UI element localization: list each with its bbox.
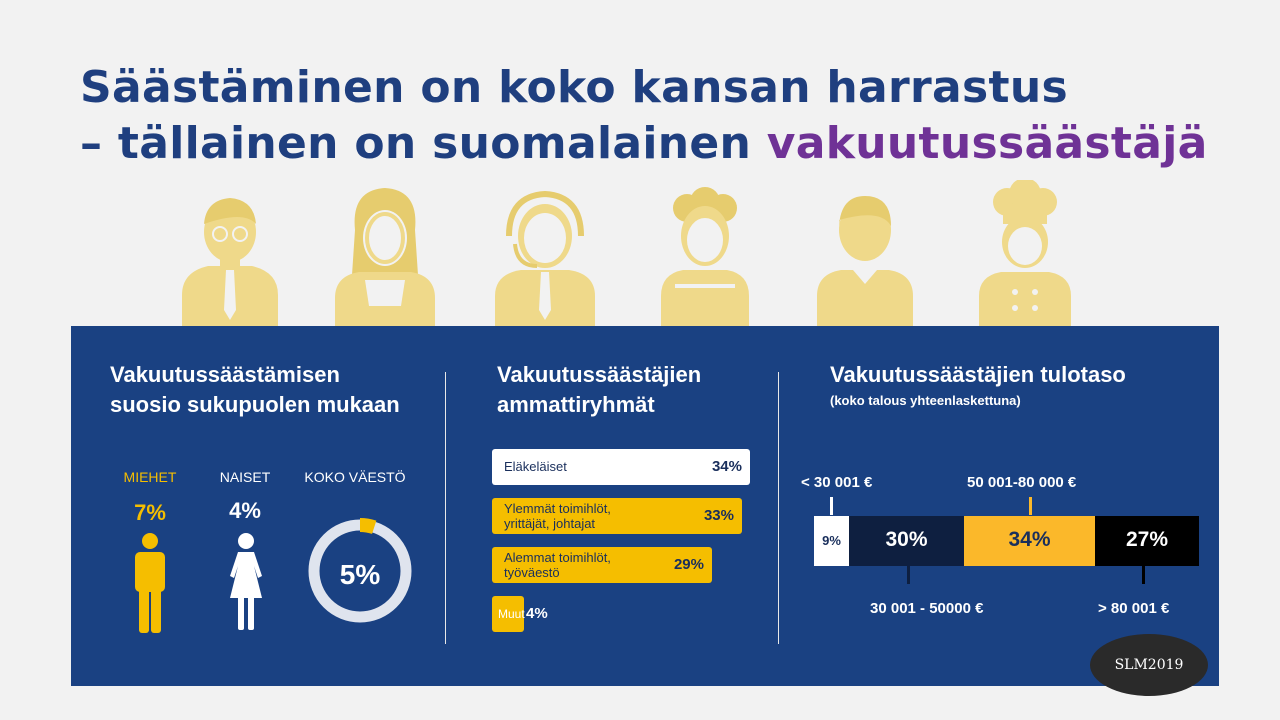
person-chef-icon bbox=[979, 180, 1071, 328]
occupation-bar-label: Alemmat toimihlöt, työväestö bbox=[504, 550, 611, 580]
income-segment-value: 27% bbox=[1125, 528, 1169, 551]
source-badge: SLM2019 bbox=[1090, 634, 1208, 696]
occupation-bar: Muut bbox=[492, 596, 525, 632]
income-segment: 9% bbox=[814, 516, 849, 566]
donut-percentage: 5% bbox=[340, 559, 381, 590]
person-businessman-icon bbox=[182, 198, 278, 328]
income-tick bbox=[830, 497, 833, 515]
person-man-icon bbox=[817, 196, 913, 328]
occupation-bar: Alemmat toimihlöt, työväestö 29% bbox=[492, 547, 712, 583]
men-percentage: 7% bbox=[134, 500, 166, 525]
occupation-bar-label: Ylemmät toimihlöt, yrittäjät, johtajat bbox=[504, 501, 611, 531]
income-tick bbox=[1029, 497, 1032, 515]
women-percentage: 4% bbox=[229, 498, 261, 523]
man-figure-icon bbox=[135, 533, 165, 633]
donut-value-arc bbox=[359, 518, 377, 534]
person-curly-hair-icon bbox=[661, 187, 749, 328]
occupation-bar-value: 29% bbox=[673, 556, 704, 573]
person-headset-icon bbox=[495, 190, 595, 328]
section-divider bbox=[778, 372, 779, 644]
woman-figure-icon bbox=[230, 533, 262, 630]
income-segment-value: 30% bbox=[885, 528, 928, 551]
income-segment-value: 34% bbox=[1008, 528, 1051, 551]
title-line-1: Säästäminen on koko kansan harrastus bbox=[80, 62, 1068, 113]
gender-title-line-2: suosio sukupuolen mukaan bbox=[110, 392, 400, 417]
income-tick bbox=[907, 566, 910, 584]
women-label: NAISET bbox=[219, 469, 271, 485]
occupation-title-line-1: Vakuutussäästäjien bbox=[497, 362, 702, 387]
title-line-2-prefix: – tällainen on suomalainen bbox=[80, 118, 767, 169]
gender-section-title: Vakuutussäästämisen suosio sukupuolen mu… bbox=[110, 360, 400, 420]
income-segment: 34% bbox=[964, 516, 1095, 566]
occupation-section-title: Vakuutussäästäjien ammattiryhmät bbox=[497, 360, 701, 420]
all-population-label: KOKO VÄESTÖ bbox=[304, 469, 406, 485]
page-title: Säästäminen on koko kansan harrastus – t… bbox=[80, 60, 1260, 172]
income-subtitle: (koko talous yhteenlaskettuna) bbox=[830, 393, 1021, 408]
person-woman-icon bbox=[335, 188, 435, 328]
occupation-bar-label: Eläkeläiset bbox=[504, 459, 567, 474]
income-segment: 30% bbox=[849, 516, 964, 566]
title-highlight: vakuutussäästäjä bbox=[766, 118, 1208, 169]
occupation-bar-label: Muut bbox=[498, 607, 525, 621]
occupation-bar-value: 4% bbox=[526, 605, 548, 622]
occupation-bar: Eläkeläiset 34% bbox=[492, 449, 750, 485]
income-tick bbox=[1142, 566, 1145, 584]
income-label: > 80 001 € bbox=[1098, 600, 1170, 617]
men-label: MIEHET bbox=[123, 469, 177, 485]
title-line-2: – tällainen on suomalainen vakuutussääst… bbox=[80, 116, 1260, 172]
income-segment: 27% bbox=[1095, 516, 1199, 566]
occupation-bar-value: 34% bbox=[711, 458, 742, 475]
occupation-bar-value: 33% bbox=[703, 507, 734, 524]
occupation-bar: Ylemmät toimihlöt, yrittäjät, johtajat 33… bbox=[492, 498, 742, 534]
all-population-donut: 5% bbox=[308, 518, 412, 623]
income-segment-value: 9% bbox=[822, 533, 841, 548]
people-illustration bbox=[182, 180, 1071, 328]
income-label: 30 001 - 50000 € bbox=[870, 600, 984, 617]
gender-title-line-1: Vakuutussäästämisen bbox=[110, 362, 340, 387]
income-label: < 30 001 € bbox=[801, 474, 873, 491]
occupation-title-line-2: ammattiryhmät bbox=[497, 392, 655, 417]
section-divider bbox=[445, 372, 446, 644]
income-label: 50 001-80 000 € bbox=[967, 474, 1077, 491]
income-section-title: Vakuutussäästäjien tulotaso bbox=[830, 362, 1126, 387]
